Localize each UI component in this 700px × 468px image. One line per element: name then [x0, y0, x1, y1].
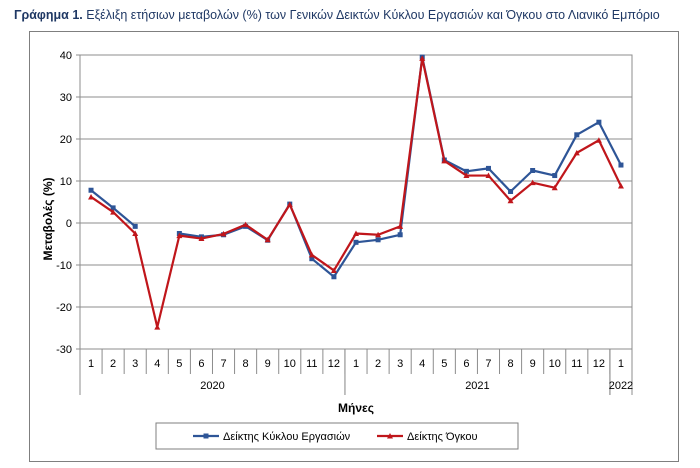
month-label: 2 [110, 358, 116, 370]
data-point [198, 235, 205, 242]
data-point [485, 165, 491, 171]
data-point [552, 173, 558, 179]
data-point [529, 179, 536, 186]
data-point [88, 193, 95, 200]
data-point [375, 231, 382, 238]
month-label: 1 [353, 358, 359, 370]
month-label: 9 [530, 358, 536, 370]
month-label: 7 [485, 358, 491, 370]
y-tick-label: -10 [56, 260, 72, 272]
legend: Δείκτης Κύκλου Εργασιών Δείκτης Όγκου [155, 422, 519, 450]
y-axis-title: Μεταβολές (%) [41, 177, 55, 260]
data-point [507, 197, 514, 204]
x-axis-title: Μήνες [338, 401, 374, 415]
month-label: 3 [397, 358, 403, 370]
month-label: 12 [328, 358, 340, 370]
data-point [220, 230, 227, 237]
month-label: 12 [593, 358, 605, 370]
data-point [397, 223, 404, 229]
data-point [530, 168, 536, 173]
data-point [573, 149, 580, 156]
year-label: 2021 [465, 380, 489, 392]
series-line [90, 57, 622, 329]
data-point [618, 162, 624, 168]
month-label: 5 [176, 358, 182, 370]
legend-label: Δείκτης Κύκλου Εργασιών [223, 431, 351, 443]
data-point [309, 256, 315, 262]
month-label: 8 [243, 358, 249, 370]
data-point [330, 267, 337, 273]
month-label: 11 [306, 358, 317, 370]
y-tick-labels: -30 -20 -10 0 10 20 30 40 [56, 50, 72, 356]
data-point [574, 132, 580, 138]
caption-text: Εξέλιξη ετήσιων μεταβολών (%) των Γενικώ… [86, 8, 660, 22]
month-label: 11 [571, 358, 582, 370]
plot-area [79, 54, 633, 350]
month-label: 4 [154, 358, 160, 370]
grid-lines [76, 54, 633, 350]
data-point [132, 230, 139, 236]
data-point [242, 221, 249, 228]
data-point [595, 137, 602, 143]
year-label: 2020 [200, 380, 224, 392]
legend-label: Δείκτης Όγκου [407, 431, 478, 443]
caption-prefix: Γράφημα 1. [14, 8, 83, 22]
legend-marker [203, 433, 209, 439]
data-point [485, 172, 492, 179]
month-label: 7 [220, 358, 226, 370]
month-label: 4 [419, 358, 425, 370]
y-tick-label: -20 [56, 302, 72, 314]
data-point [88, 187, 94, 193]
data-point [110, 205, 116, 211]
chart-caption: Γράφημα 1. Εξέλιξη ετήσιων μεταβολών (%)… [14, 8, 660, 22]
month-label: 1 [618, 358, 624, 370]
month-label: 10 [284, 358, 296, 370]
month-label: 10 [549, 358, 561, 370]
y-tick-label: 30 [60, 92, 72, 104]
data-point [375, 237, 381, 243]
data-point [110, 209, 117, 215]
data-point [419, 55, 426, 61]
month-label: 5 [441, 358, 447, 370]
month-label: 9 [265, 358, 271, 370]
data-point [308, 251, 315, 258]
data-point [353, 230, 359, 236]
y-tick-label: 40 [60, 50, 72, 62]
data-point [463, 168, 469, 174]
month-label: 8 [507, 358, 513, 370]
month-label: 1 [88, 358, 94, 370]
series-group [88, 55, 624, 330]
y-tick-label: 0 [66, 218, 72, 230]
year-label: 2022 [609, 380, 633, 392]
data-point [508, 189, 514, 194]
y-tick-label: 10 [60, 176, 72, 188]
data-point [176, 232, 183, 239]
month-label: 2 [375, 358, 381, 370]
data-point [596, 119, 602, 125]
data-point [551, 184, 558, 191]
data-point [264, 236, 271, 243]
month-label: 6 [463, 358, 469, 370]
data-point [132, 223, 138, 229]
data-point [353, 239, 359, 245]
data-series [88, 54, 624, 330]
legend-marker [387, 433, 393, 439]
data-point [617, 183, 624, 189]
y-tick-label: 20 [60, 134, 72, 146]
data-point [463, 172, 470, 179]
y-tick-label: -30 [56, 344, 72, 356]
data-point [331, 274, 337, 280]
data-point [397, 232, 403, 238]
data-point [154, 324, 161, 330]
month-label: 6 [198, 358, 204, 370]
data-point [441, 157, 448, 164]
data-point [286, 201, 293, 208]
series-group [88, 54, 624, 280]
chart-frame [29, 31, 679, 462]
month-label: 3 [132, 358, 138, 370]
